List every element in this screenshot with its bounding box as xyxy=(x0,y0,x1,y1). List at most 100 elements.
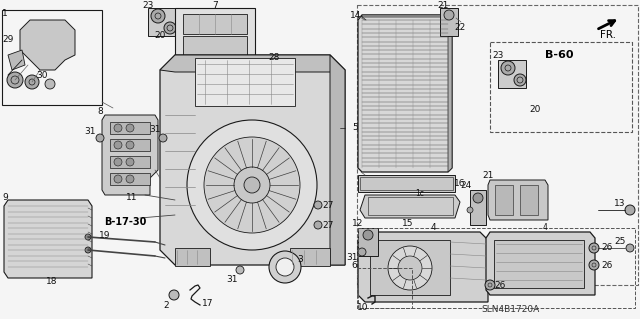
Text: 11: 11 xyxy=(126,194,138,203)
Bar xyxy=(110,139,150,151)
Circle shape xyxy=(114,124,122,132)
Circle shape xyxy=(444,10,454,20)
Bar xyxy=(195,58,295,106)
Circle shape xyxy=(114,175,122,183)
Polygon shape xyxy=(20,20,75,70)
Text: 23: 23 xyxy=(492,50,504,60)
Bar xyxy=(357,5,638,285)
Polygon shape xyxy=(486,232,595,295)
Circle shape xyxy=(114,141,122,149)
Polygon shape xyxy=(448,15,452,172)
Text: 3: 3 xyxy=(297,256,303,264)
Circle shape xyxy=(25,75,39,89)
Circle shape xyxy=(159,134,167,142)
Circle shape xyxy=(269,251,301,283)
Text: 1: 1 xyxy=(2,10,8,19)
Polygon shape xyxy=(488,180,548,220)
Circle shape xyxy=(625,205,635,215)
Bar xyxy=(470,190,486,225)
Text: 26: 26 xyxy=(494,281,506,291)
Bar xyxy=(357,268,412,308)
Circle shape xyxy=(96,134,104,142)
Text: 31: 31 xyxy=(346,254,358,263)
Circle shape xyxy=(7,72,23,88)
Circle shape xyxy=(485,280,495,290)
Bar xyxy=(495,185,513,215)
Circle shape xyxy=(626,244,634,252)
Bar xyxy=(358,228,378,256)
Text: 20: 20 xyxy=(529,106,541,115)
Text: 31: 31 xyxy=(149,125,161,135)
Circle shape xyxy=(589,243,599,253)
Bar xyxy=(520,185,538,215)
Circle shape xyxy=(187,120,317,250)
Circle shape xyxy=(263,61,277,75)
Text: 16: 16 xyxy=(454,180,466,189)
Text: 12: 12 xyxy=(352,219,364,228)
Text: 19: 19 xyxy=(99,231,111,240)
Polygon shape xyxy=(358,232,488,302)
Circle shape xyxy=(358,248,366,256)
Circle shape xyxy=(126,158,134,166)
Circle shape xyxy=(126,141,134,149)
Circle shape xyxy=(164,22,176,34)
Bar xyxy=(440,8,458,36)
Circle shape xyxy=(234,167,270,203)
Circle shape xyxy=(398,256,422,280)
Text: 5: 5 xyxy=(352,123,358,132)
Bar xyxy=(370,240,450,295)
Text: FR.: FR. xyxy=(600,30,616,40)
Bar xyxy=(148,8,176,36)
Text: 1c: 1c xyxy=(415,189,424,197)
Text: 27: 27 xyxy=(323,220,333,229)
Bar xyxy=(2,10,102,105)
Text: 25: 25 xyxy=(614,238,626,247)
Text: 4: 4 xyxy=(430,224,436,233)
Text: 4: 4 xyxy=(543,224,547,233)
Circle shape xyxy=(151,9,165,23)
Text: SLN4B1720A: SLN4B1720A xyxy=(481,306,539,315)
Bar xyxy=(183,36,247,56)
Bar xyxy=(358,228,635,308)
Text: 27: 27 xyxy=(323,201,333,210)
Polygon shape xyxy=(8,50,25,70)
Text: 13: 13 xyxy=(614,199,626,209)
Polygon shape xyxy=(160,55,345,265)
Circle shape xyxy=(276,258,294,276)
Text: 24: 24 xyxy=(460,182,472,190)
Bar xyxy=(175,248,210,266)
Circle shape xyxy=(45,79,55,89)
Circle shape xyxy=(388,246,432,290)
Text: 9: 9 xyxy=(2,194,8,203)
Circle shape xyxy=(169,290,179,300)
Text: 6: 6 xyxy=(351,262,357,271)
Circle shape xyxy=(244,177,260,193)
Text: 10: 10 xyxy=(357,302,369,311)
Circle shape xyxy=(85,234,91,240)
Polygon shape xyxy=(358,175,455,192)
Polygon shape xyxy=(330,55,345,265)
Text: 21: 21 xyxy=(483,172,493,181)
Circle shape xyxy=(363,230,373,240)
Circle shape xyxy=(126,175,134,183)
Bar xyxy=(110,122,150,134)
Text: 20: 20 xyxy=(154,32,166,41)
Circle shape xyxy=(314,221,322,229)
Text: B-17-30: B-17-30 xyxy=(104,217,146,227)
Text: B-60: B-60 xyxy=(545,50,573,60)
Text: 31: 31 xyxy=(84,128,96,137)
Bar xyxy=(183,14,247,34)
Text: 14: 14 xyxy=(350,11,362,20)
Circle shape xyxy=(126,124,134,132)
Bar xyxy=(175,8,255,63)
Text: 31: 31 xyxy=(227,276,237,285)
Polygon shape xyxy=(4,200,92,278)
Text: 2: 2 xyxy=(163,300,169,309)
Bar xyxy=(490,42,632,132)
Circle shape xyxy=(85,247,91,253)
Text: 15: 15 xyxy=(403,219,413,227)
Circle shape xyxy=(589,260,599,270)
Text: 22: 22 xyxy=(454,24,466,33)
Polygon shape xyxy=(102,115,158,195)
Text: 26: 26 xyxy=(602,261,612,270)
